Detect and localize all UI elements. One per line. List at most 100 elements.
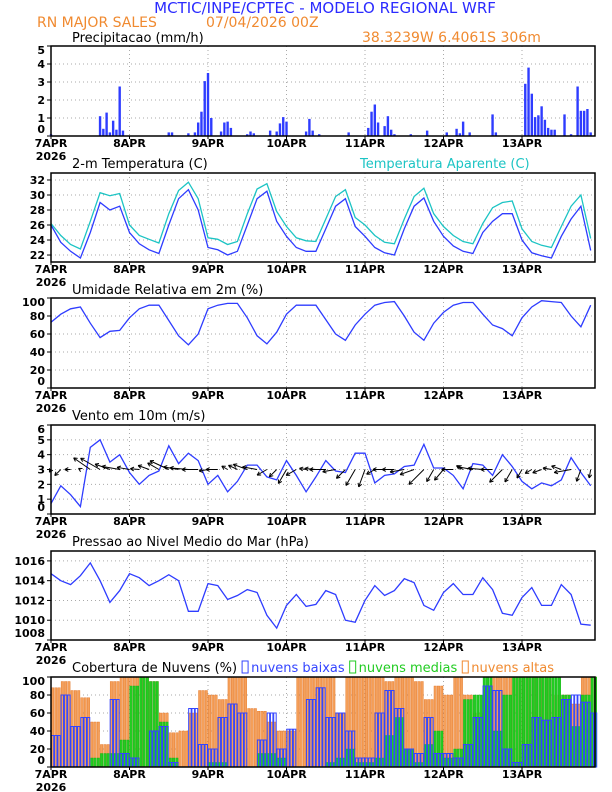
wind-arrow-head	[457, 465, 462, 468]
wind-arrow-head	[269, 475, 274, 478]
wind-arrow-head	[441, 467, 446, 470]
cloud-bar-nuvens-medias	[139, 676, 143, 768]
wind-arrow	[54, 469, 62, 476]
wind-arrow-head	[309, 469, 314, 472]
wind-arrow-head	[78, 468, 81, 473]
wind-arrow	[588, 469, 592, 479]
wind-arrow	[277, 469, 287, 484]
y-tick-label: 0	[37, 754, 45, 767]
wind-arrow-head	[576, 478, 580, 482]
y-tick-label: 1008	[14, 627, 45, 640]
x-tick-label: 13APR	[502, 641, 543, 654]
cloud-bar-nuvens-altas	[181, 730, 185, 768]
wind-arrow	[358, 469, 366, 488]
cloud-bar-nuvens-altas	[358, 676, 362, 768]
wind-arrow-head	[587, 473, 590, 479]
wind-arrow-head	[467, 466, 472, 469]
x-tick-label: 10APR	[266, 389, 307, 402]
precip-bar	[425, 130, 429, 136]
panel-wind: 01 23 4 56 7APR 8APR 9APR 10APR 11APR 12APR 13APR 2…	[35, 409, 596, 541]
wind-arrow-head	[94, 463, 100, 465]
panel-precip: 01 2 3 45 7APR 8APR 9APR 10APR 11APR 12APR 13APR 20…	[35, 31, 596, 163]
x-tick-label: 13APR	[502, 263, 543, 276]
wind-arrow-head	[116, 466, 121, 471]
year-label: 2026	[36, 150, 67, 163]
wind-arrow-head	[228, 465, 232, 469]
wind-arrow-head	[268, 472, 271, 477]
wind-arrow	[554, 469, 572, 473]
wind-arrow-head	[285, 471, 289, 476]
wind-arrow-head	[205, 469, 210, 472]
cloud-bar-nuvens-altas	[365, 676, 368, 768]
precip-bar	[347, 132, 350, 136]
y-tick-label: 100	[22, 675, 45, 688]
x-tick-label: 11APR	[345, 768, 386, 781]
x-tick-label: 9APR	[192, 263, 225, 276]
x-tick-label: 7APR	[35, 137, 68, 150]
x-tick-label: 9APR	[192, 768, 225, 781]
x-tick-label: 7APR	[35, 641, 68, 654]
precip-bar	[563, 114, 566, 136]
wind-arrow	[399, 469, 415, 476]
y-tick-label: 60	[30, 707, 46, 720]
x-tick-label: 10APR	[266, 515, 307, 528]
y-tick-label: 0	[37, 501, 45, 514]
cloud-bar-nuvens-medias	[142, 676, 146, 768]
legend-swatch	[461, 660, 469, 674]
main-title: MCTIC/INPE/CPTEC - MODELO REGIONAL WRF	[154, 0, 496, 17]
wind-arrow-head	[553, 469, 558, 473]
precip-bar	[576, 86, 579, 136]
legend-label: nuvens baixas	[251, 661, 345, 676]
x-tick-label: 8APR	[113, 641, 146, 654]
precip-bar	[569, 134, 573, 136]
wind-arrow-head	[399, 471, 404, 475]
y-tick-label: 5	[37, 434, 45, 447]
cloud-bar-nuvens-altas	[355, 676, 359, 768]
y-tick-label: 20	[30, 364, 46, 377]
x-tick-label: 10APR	[266, 137, 307, 150]
wind-arrow-head	[299, 467, 303, 472]
wind-arrow-head	[504, 479, 509, 483]
wind-arrow-head	[408, 482, 413, 485]
y-tick-label: 2	[37, 478, 45, 491]
wind-arrow-head	[205, 467, 210, 470]
y-tick-label: 1012	[14, 594, 45, 607]
wind-arrow	[516, 469, 523, 479]
precip-bar	[455, 128, 458, 136]
x-tick-label: 10APR	[266, 263, 307, 276]
precip-bar	[118, 86, 121, 136]
series-line-temp-1	[50, 181, 592, 250]
y-tick-label: 32	[30, 174, 45, 187]
wind-arrow-head	[181, 467, 186, 470]
x-tick-label: 9APR	[192, 389, 225, 402]
wind-arrow-head	[400, 474, 405, 476]
wind-arrow-head	[64, 469, 69, 472]
precip-bar	[386, 116, 390, 136]
year-label: 2026	[36, 402, 67, 415]
wind-arrow-head	[304, 468, 309, 472]
wind-arrow-head	[80, 457, 84, 462]
precip-bar	[308, 118, 311, 136]
precip-bar	[121, 130, 125, 136]
wind-arrow-head	[198, 468, 203, 472]
precip-bar	[200, 111, 203, 136]
wind-arrow-head	[489, 478, 492, 483]
y-tick-label: 30	[30, 189, 46, 202]
precip-bar	[268, 130, 272, 136]
x-tick-label: 11APR	[345, 515, 386, 528]
cloud-bar-nuvens-medias	[515, 676, 519, 768]
y-tick-label: 28	[30, 204, 45, 217]
precip-bar	[389, 129, 393, 136]
y-tick-label: 2	[37, 94, 45, 107]
x-tick-label: 8APR	[113, 389, 146, 402]
wind-arrow	[117, 466, 130, 470]
precip-bar	[115, 129, 118, 136]
panel-frame	[50, 45, 596, 137]
precip-bar	[226, 121, 229, 136]
run-label: 07/04/2026 00Z	[206, 15, 319, 31]
cloud-bar-nuvens-medias	[145, 676, 149, 768]
wind-arrow-head	[366, 470, 370, 475]
cloud-bar-nuvens-medias	[100, 753, 104, 768]
x-tick-label: 12APR	[423, 641, 464, 654]
wind-arrow-head	[149, 460, 153, 465]
